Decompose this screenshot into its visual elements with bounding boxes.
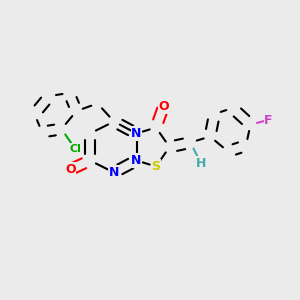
Text: F: F [264,113,273,127]
Text: O: O [65,163,76,176]
Text: N: N [131,154,142,167]
Text: H: H [196,157,206,170]
Text: N: N [131,127,142,140]
Text: Cl: Cl [69,143,81,154]
Text: N: N [109,166,119,179]
Text: S: S [152,160,160,173]
Text: O: O [158,100,169,113]
